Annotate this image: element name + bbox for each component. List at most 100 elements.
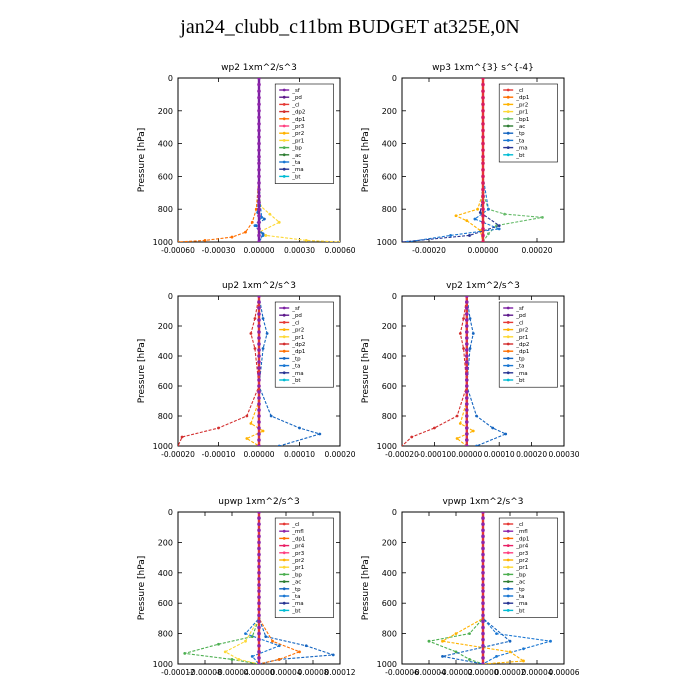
- legend-label: _bt: [291, 608, 301, 614]
- data-point: [298, 426, 301, 430]
- zero-line-marker: [481, 102, 485, 107]
- zero-line-marker: [257, 516, 261, 520]
- legend-marker: [282, 160, 286, 164]
- legend-marker: [506, 587, 510, 591]
- data-point: [468, 658, 471, 661]
- legend-label: _dp1: [291, 117, 305, 123]
- zero-line-marker: [481, 141, 485, 146]
- data-point: [245, 414, 249, 418]
- zero-line-marker: [481, 128, 485, 133]
- chart-panel-5: upwp 1xm^2/s^3 Pressure [hPa] 0 200 400 600 80…: [137, 497, 356, 677]
- series-line: [402, 78, 501, 242]
- legend-label: _pr2: [291, 328, 304, 334]
- data-point: [264, 635, 268, 639]
- y-tick-label: 1000: [153, 442, 173, 451]
- legend-label: _pr4: [291, 544, 305, 550]
- zero-line-marker: [465, 402, 469, 406]
- data-point: [465, 219, 469, 223]
- data-point: [503, 212, 506, 216]
- legend-marker: [506, 601, 510, 605]
- data-point: [458, 422, 462, 425]
- data-point: [331, 653, 335, 657]
- zero-line-marker: [257, 607, 261, 612]
- data-point: [504, 432, 508, 436]
- zero-line-marker: [465, 384, 469, 388]
- zero-line-marker: [257, 187, 261, 192]
- zero-line-marker: [257, 109, 261, 113]
- zero-line-marker: [481, 154, 485, 159]
- y-tick-label: 200: [382, 538, 397, 547]
- x-tick-label: 0.00030: [284, 246, 315, 255]
- zero-line-marker: [257, 432, 261, 436]
- zero-line-marker: [257, 115, 261, 120]
- zero-line-marker: [481, 168, 485, 172]
- legend-label: _pr1: [515, 335, 528, 341]
- zero-line-marker: [465, 366, 469, 370]
- data-point: [522, 659, 525, 663]
- zero-line-marker: [481, 161, 485, 166]
- zero-line-marker: [257, 336, 261, 340]
- zero-line-marker: [257, 207, 261, 211]
- legend-label: _bp: [515, 572, 526, 578]
- x-tick-label: 0.00000: [243, 246, 274, 255]
- zero-line-marker: [481, 613, 485, 618]
- zero-line-marker: [465, 438, 469, 442]
- data-point: [402, 240, 404, 242]
- data-point: [441, 655, 444, 658]
- zero-line-marker: [257, 372, 261, 376]
- zero-line-marker: [465, 348, 469, 352]
- y-axis-label: Pressure [hPa]: [361, 128, 371, 193]
- zero-line-marker: [481, 643, 485, 648]
- legend-label: _ta: [291, 594, 300, 600]
- zero-line-marker: [257, 512, 261, 514]
- legend-marker: [506, 306, 510, 310]
- chart-title: vpwp 1xm^2/s^3: [442, 497, 523, 507]
- zero-line-marker: [257, 540, 261, 545]
- data-point: [462, 347, 465, 350]
- legend-marker: [282, 306, 286, 310]
- zero-line-marker: [257, 384, 261, 388]
- x-tick-label: 0.00012: [324, 668, 355, 677]
- data-point: [257, 586, 261, 590]
- legend-label: _dp1: [515, 536, 529, 542]
- zero-line-marker: [481, 601, 485, 605]
- y-tick-label: 0: [392, 508, 397, 517]
- y-tick-label: 400: [382, 569, 397, 578]
- data-point: [497, 227, 501, 231]
- legend-marker: [506, 131, 510, 135]
- zero-line-marker: [257, 168, 261, 172]
- legend-marker: [282, 378, 286, 382]
- zero-line-marker: [257, 342, 261, 346]
- zero-line-marker: [465, 296, 469, 298]
- data-point: [178, 240, 180, 242]
- zero-line-marker: [481, 220, 485, 225]
- legend-marker: [282, 88, 286, 92]
- legend-marker: [506, 321, 510, 324]
- zero-line-marker: [257, 128, 261, 133]
- legend-label: _tp: [515, 131, 525, 137]
- y-tick-label: 200: [158, 107, 173, 116]
- legend-marker: [506, 573, 510, 576]
- data-point: [471, 332, 475, 335]
- legend-label: _tp: [515, 587, 525, 593]
- series-line: [407, 78, 502, 242]
- plot-frame: [401, 295, 565, 447]
- y-tick-label: 600: [158, 599, 173, 608]
- legend-marker: [282, 522, 286, 526]
- x-tick-label: 0.00004: [270, 668, 301, 677]
- zero-line-marker: [481, 625, 485, 630]
- zero-line-marker: [481, 187, 485, 192]
- zero-line-marker: [257, 194, 261, 198]
- legend-marker: [282, 175, 286, 178]
- legend-label: _sf: [515, 306, 525, 312]
- zero-line-marker: [257, 625, 261, 630]
- legend-marker: [282, 544, 286, 547]
- legend-label: _bp: [291, 146, 302, 152]
- y-tick-label: 600: [382, 382, 397, 391]
- zero-line-marker: [257, 378, 261, 382]
- data-point: [549, 639, 552, 643]
- legend-label: _pr1: [291, 565, 304, 571]
- zero-line-marker: [257, 227, 261, 231]
- legend-label: _dp2: [291, 342, 305, 348]
- zero-line-marker: [481, 650, 485, 654]
